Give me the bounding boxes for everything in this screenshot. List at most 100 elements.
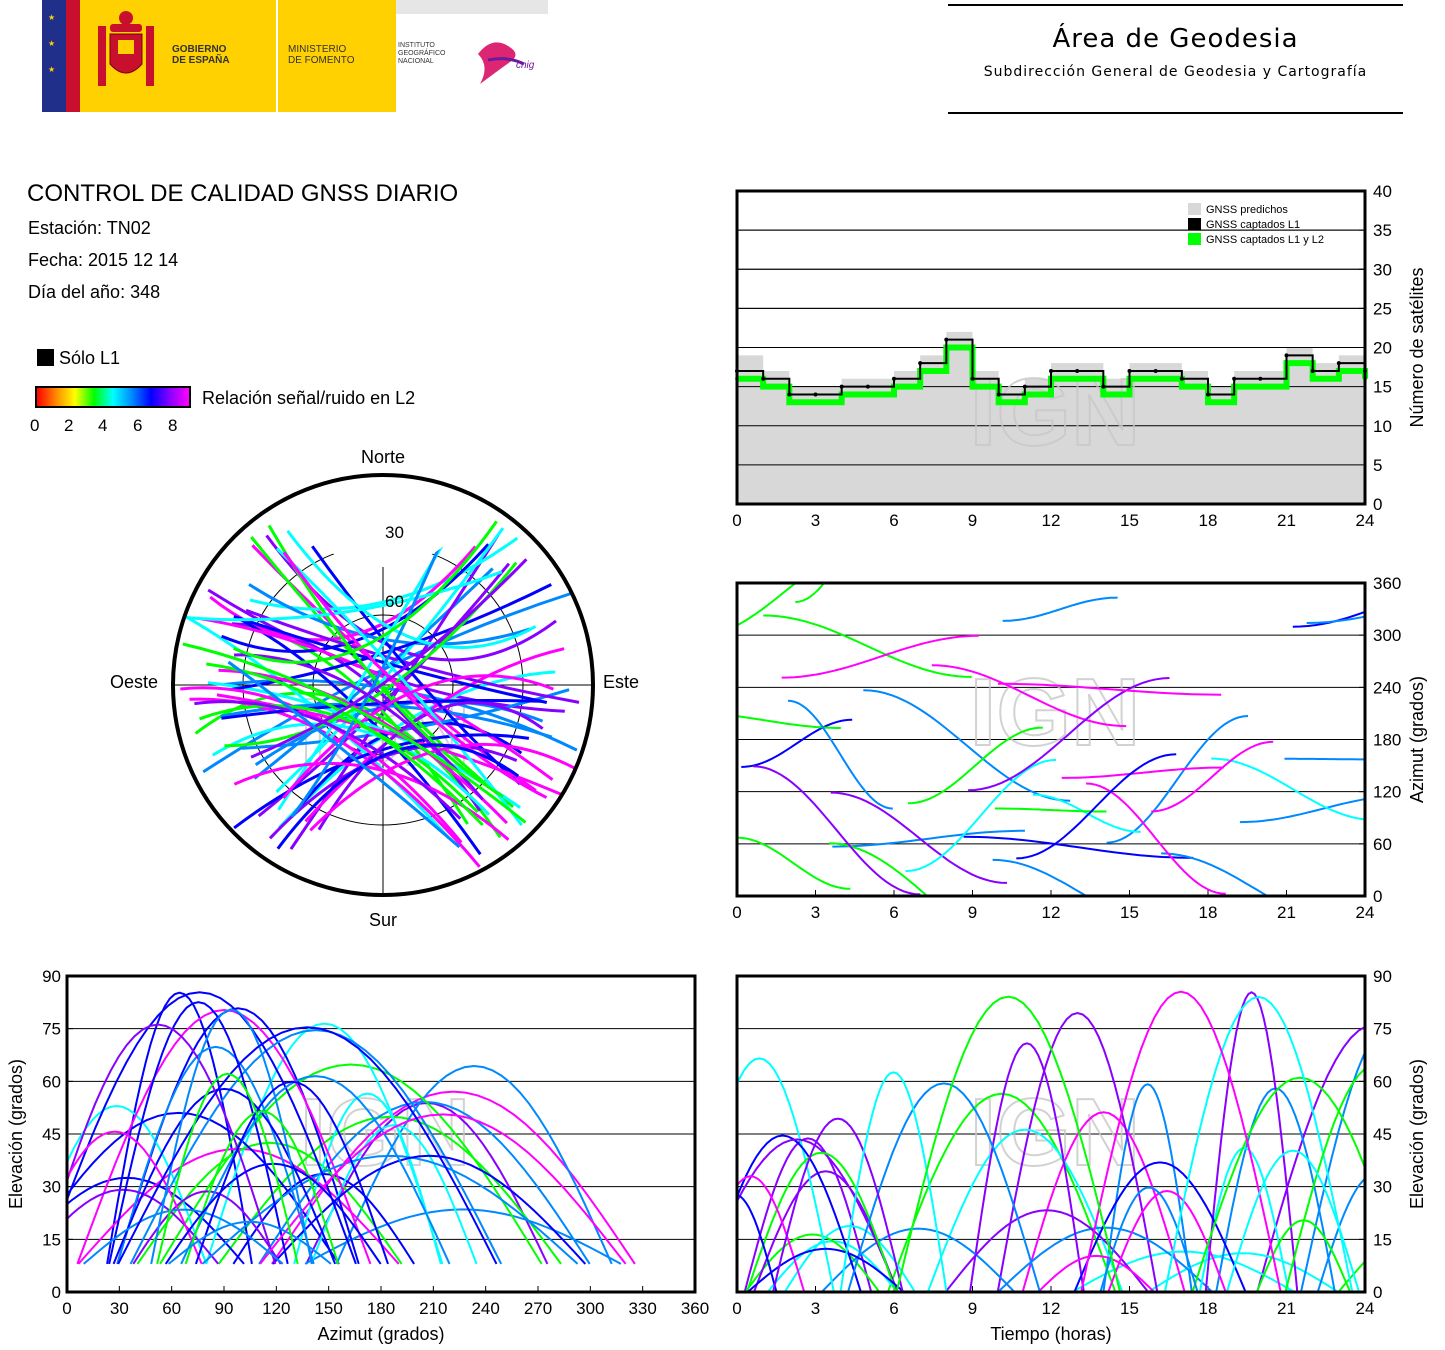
data-point [1127, 368, 1132, 373]
data-point [1022, 384, 1027, 389]
y-tick-label: 60 [1373, 1072, 1392, 1091]
north-gap [298, 475, 468, 567]
satellite-track [227, 660, 461, 849]
cnig-text: cnig [516, 60, 535, 71]
data-point [1101, 384, 1106, 389]
y-tick-label: 0 [52, 1283, 61, 1302]
y-tick-label: 20 [1373, 339, 1392, 358]
watermark: IGN [970, 1079, 1141, 1186]
date-label: Fecha: 2015 12 14 [28, 250, 179, 270]
satellite-track [1284, 757, 1365, 761]
plot-frame [735, 189, 1367, 506]
satellite-track [1002, 596, 1118, 622]
satellite-track [753, 765, 921, 896]
satellite-arc [259, 1113, 627, 1265]
y-tick-label: 0 [1373, 1283, 1382, 1302]
y-tick-label: 45 [1373, 1125, 1392, 1144]
satellite-track [747, 1247, 905, 1292]
satellite-track [1099, 1186, 1199, 1292]
satellite-track [1211, 757, 1365, 821]
satellite-track [1161, 852, 1270, 896]
x-tick-label: 6 [889, 903, 898, 922]
min-line1: MINISTERIO [288, 44, 347, 55]
satellite-arc [293, 1092, 442, 1265]
y-axis-label: Número de satélites [1407, 267, 1427, 427]
legend-label: GNSS captados L1 y L2 [1206, 234, 1324, 246]
satellite-track [232, 520, 498, 664]
west-label: Oeste [110, 672, 158, 692]
series-line [737, 338, 1366, 396]
data-point [1284, 353, 1289, 358]
satellite-track [1316, 1177, 1365, 1292]
data-point [892, 376, 896, 381]
y-tick-label: 120 [1373, 783, 1401, 802]
satellite-track [968, 677, 1170, 792]
satellite-arc [129, 1029, 503, 1265]
legend-label: GNSS predichos [1206, 204, 1288, 216]
satellite-arc [132, 1190, 282, 1265]
satellite-track [839, 1071, 948, 1292]
inst-line2: GEOGRÁFICO [398, 50, 446, 57]
ring-label-60: 60 [385, 592, 404, 611]
x-tick-label: 0 [732, 903, 741, 922]
solo-l1-label: Sólo L1 [59, 348, 121, 368]
coat-of-arms-icon [98, 11, 154, 86]
x-tick-label: 300 [576, 1299, 604, 1318]
satellite-track [1037, 1254, 1155, 1292]
y-tick-label: 10 [1373, 417, 1392, 436]
satellite-track [1151, 740, 1274, 813]
satellite-arc [116, 1045, 315, 1265]
data-point [1206, 392, 1210, 397]
satellite-track [194, 700, 462, 820]
min-line2: DE FOMENTO [288, 55, 355, 66]
y-tick-label: 30 [1373, 260, 1392, 279]
cnig-logo-icon [478, 42, 525, 84]
data-point [996, 400, 1001, 405]
y-tick-label: 60 [1373, 835, 1392, 854]
snr-colorbar [35, 386, 191, 408]
satellite-track [1300, 1050, 1365, 1292]
satellite-track [737, 715, 841, 729]
snr-tick: 0 [30, 416, 40, 435]
y-axis-label: Elevación (grados) [6, 1059, 26, 1209]
satellite-track [1204, 991, 1299, 1292]
skyplot-chart: IGN Norte Sur Oeste Este 30 60 [110, 447, 639, 930]
x-tick-label: 6 [889, 1299, 898, 1318]
satellite-arc [67, 1023, 277, 1265]
x-tick-label: 3 [811, 903, 820, 922]
satellite-arc [184, 1110, 340, 1265]
satellite-arc [117, 1026, 498, 1265]
x-tick-label: 18 [1199, 511, 1218, 530]
legend-swatch [1188, 203, 1201, 215]
satellite-track [282, 551, 548, 799]
satellite-track [886, 1092, 1117, 1292]
satellite-track [741, 718, 853, 768]
watermark: IGN [970, 359, 1141, 466]
data-point [813, 392, 818, 397]
x-tick-label: 3 [811, 511, 820, 530]
legend-label: GNSS captados L1 [1206, 219, 1300, 231]
satellite-track [737, 1134, 862, 1292]
snr-tick: 4 [98, 416, 108, 435]
snr-tick: 8 [168, 416, 178, 435]
satellite-arc [310, 1124, 478, 1265]
satellite-arc [201, 1154, 579, 1265]
satellite-track [1191, 1076, 1365, 1292]
x-tick-label: 24 [1356, 903, 1375, 922]
satellite-track [944, 1209, 1149, 1292]
satellite-track [1072, 1250, 1295, 1292]
x-tick-label: 30 [110, 1299, 129, 1318]
satellite-arc [167, 1220, 332, 1265]
satellite-track [820, 1227, 1016, 1292]
satellite-track [828, 842, 929, 896]
x-tick-label: 18 [1199, 1299, 1218, 1318]
satellite-arc [136, 1141, 403, 1265]
logo-graphic: ★ ★ ★ [42, 0, 548, 112]
snr-tick: 2 [64, 416, 74, 435]
x-tick-label: 180 [367, 1299, 395, 1318]
svg-text:★: ★ [48, 65, 55, 74]
satellite-track [1225, 1149, 1360, 1292]
x-tick-label: 330 [628, 1299, 656, 1318]
y-axis-label: Azimut (grados) [1407, 676, 1427, 803]
satellite-track [931, 664, 1127, 728]
